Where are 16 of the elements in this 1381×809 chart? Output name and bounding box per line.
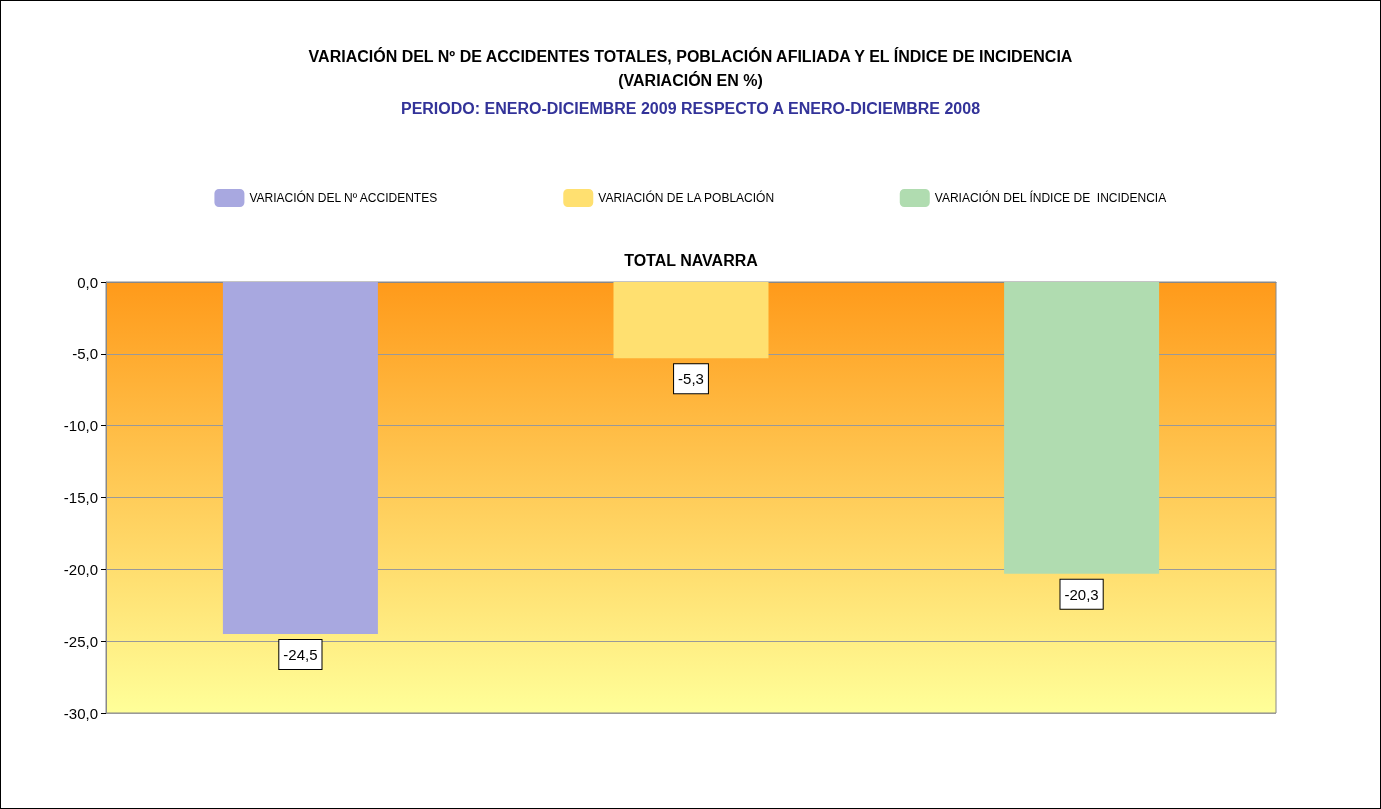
y-tick-label: -30,0 bbox=[63, 704, 98, 722]
y-tick-label: -5,0 bbox=[72, 345, 98, 363]
data-label: -24,5 bbox=[283, 645, 318, 663]
chart-subtitle: PERIODO: ENERO-DICIEMBRE 2009 RESPECTO A ENERO-DICIEMBRE 2008 bbox=[400, 99, 981, 117]
y-tick-label: 0,0 bbox=[77, 273, 98, 291]
y-tick-label: -15,0 bbox=[63, 489, 98, 506]
legend-label: VARIACIÓN DEL Nº ACCIDENTES bbox=[249, 190, 438, 205]
y-tick-label: -10,0 bbox=[63, 417, 98, 435]
legend-label: VARIACIÓN DE LA POBLACIÓN bbox=[598, 190, 775, 205]
data-label: -20,3 bbox=[1064, 585, 1099, 603]
x-tick-label: TOTAL NAVARRA bbox=[624, 251, 759, 269]
y-tick-label: -20,0 bbox=[63, 560, 98, 578]
legend-label: VARIACIÓN DEL ÍNDICE DE INCIDENCIA bbox=[934, 190, 1167, 205]
y-tick-label: -25,0 bbox=[63, 632, 98, 650]
chart-title: VARIACIÓN DEL Nº DE ACCIDENTES TOTALES, POBLACIÓN AFILIADA Y EL ÍNDICE DE INCIDENCIA (VARIACIÓN EN %) bbox=[308, 46, 1073, 89]
data-label: -5,3 bbox=[678, 370, 704, 388]
